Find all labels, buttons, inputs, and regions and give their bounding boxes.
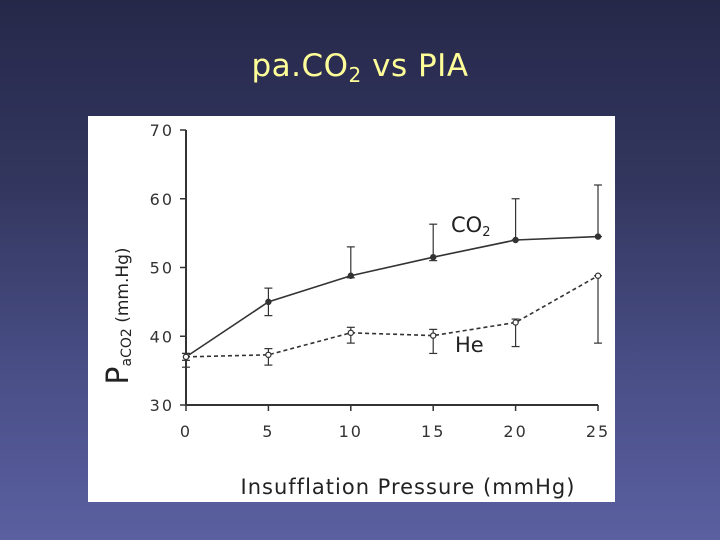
slide-title-rest: vs PIA	[361, 48, 469, 84]
series-label-co2: CO2	[451, 213, 490, 240]
series-line-co2	[185, 235, 599, 358]
series-label-co2-sub: 2	[482, 225, 490, 240]
x-tick-label: 15	[421, 422, 445, 441]
data-point-he	[594, 272, 602, 279]
y-axis-label: PaCO2 (mm.Hg)	[101, 247, 136, 384]
x-tick-label: 0	[180, 422, 192, 441]
y-axis-label-p: P	[101, 366, 136, 384]
y-tick-label: 50	[150, 259, 174, 278]
y-tick-label: 40	[150, 327, 174, 346]
y-tick-label: 60	[150, 190, 174, 209]
data-point-co2	[347, 272, 354, 279]
data-point-he	[265, 351, 272, 359]
data-point-co2	[265, 298, 272, 306]
data-point-he	[512, 319, 519, 326]
y-axis-label-sub: aCO2	[119, 328, 135, 366]
series-label-he: He	[455, 333, 484, 357]
slide-title: pa.CO2 vs PIA	[0, 48, 720, 87]
data-point-co2	[594, 233, 602, 240]
x-axis-label: Insufflation Pressure (mmHg)	[241, 475, 576, 499]
y-axis-label-units: (mm.Hg)	[113, 247, 133, 328]
paco2-line-chart: 30 40 50 60 70 0 5 10 15 20 25 Insufflation Pressu…	[101, 121, 610, 499]
slide-title-subscript: 2	[348, 63, 362, 87]
data-point-he	[182, 353, 190, 361]
data-point-he	[430, 332, 437, 339]
data-point-co2	[430, 253, 437, 261]
series-label-co2-text: CO	[451, 213, 482, 237]
x-tick-label: 25	[586, 422, 610, 441]
data-point-co2	[512, 236, 519, 244]
series-label-he-text: He	[455, 333, 484, 357]
x-tick-label: 10	[339, 422, 363, 441]
slide-title-main: pa.CO	[251, 48, 349, 84]
data-point-he	[347, 329, 354, 337]
y-tick-label: 70	[150, 121, 174, 140]
chart-panel: 30 40 50 60 70 0 5 10 15 20 25 Insufflation Pressu…	[88, 116, 615, 502]
x-tick-label: 20	[503, 422, 527, 441]
y-tick-label: 30	[150, 396, 174, 415]
x-tick-label: 5	[262, 422, 274, 441]
